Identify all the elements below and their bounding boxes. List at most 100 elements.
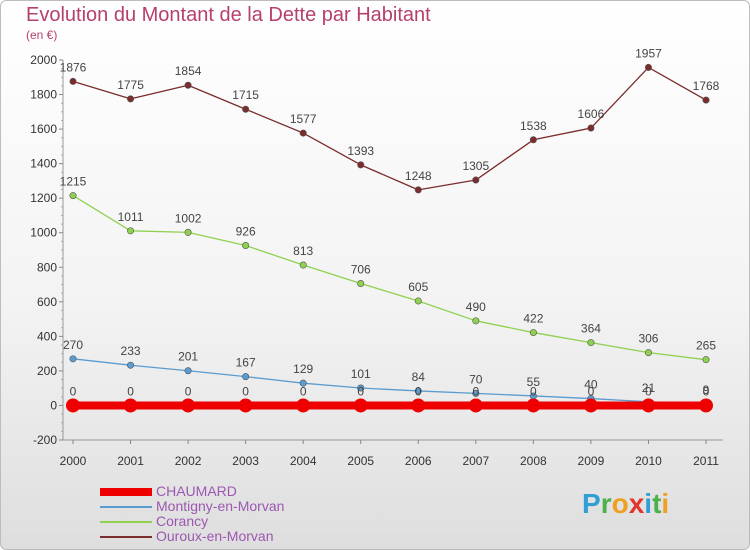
y-tick-label: 200 (37, 364, 57, 378)
data-label-3: 1577 (290, 112, 317, 126)
x-tick-label: 2003 (232, 454, 259, 468)
legend-swatch-chaumard (100, 488, 152, 496)
data-label-3: 1854 (175, 64, 202, 78)
legend-item-ouroux: Ouroux-en-Morvan (100, 528, 360, 544)
x-tick-label: 2009 (578, 454, 605, 468)
data-point-3 (299, 129, 307, 137)
data-label-2: 265 (696, 339, 716, 353)
data-label-0: 0 (588, 384, 595, 398)
data-label-1: 167 (236, 356, 256, 370)
data-label-1: 9 (703, 383, 710, 397)
y-tick-label: 600 (37, 295, 57, 309)
data-point-0 (181, 398, 196, 413)
data-point-1 (472, 389, 480, 397)
data-label-3: 1538 (520, 119, 547, 133)
data-point-0 (468, 398, 483, 413)
data-label-2: 706 (351, 263, 371, 277)
data-label-0: 0 (703, 384, 710, 398)
data-point-1 (299, 379, 307, 387)
data-label-3: 1248 (405, 169, 432, 183)
y-tick-label: 1200 (30, 191, 57, 205)
legend: CHAUMARD Montigny-en-Morvan Corancy Ouro… (100, 483, 360, 544)
logo-letter: o (611, 488, 629, 519)
data-point-0 (583, 398, 598, 413)
data-label-3: 1715 (232, 88, 259, 102)
data-label-3: 1393 (347, 144, 374, 158)
logo-letter: t (652, 488, 662, 519)
x-tick-label: 2007 (462, 454, 489, 468)
data-label-2: 490 (466, 300, 486, 314)
data-label-2: 1002 (175, 211, 202, 225)
legend-item-montigny: Montigny-en-Morvan (100, 498, 360, 514)
data-label-0: 0 (242, 384, 249, 398)
x-tick-label: 2006 (405, 454, 432, 468)
logo-letter: i (661, 488, 670, 519)
data-label-3: 1876 (60, 60, 87, 74)
x-tick-label: 2005 (347, 454, 374, 468)
data-label-1: 201 (178, 350, 198, 364)
data-point-1 (242, 373, 250, 381)
y-tick-label: 1000 (30, 226, 57, 240)
data-point-3 (702, 96, 710, 104)
data-label-2: 422 (523, 312, 543, 326)
logo-letter: i (644, 488, 653, 519)
y-tick-label: 1400 (30, 157, 57, 171)
data-label-2: 1215 (60, 175, 87, 189)
y-tick-label: 1800 (30, 88, 57, 102)
data-point-3 (472, 176, 480, 184)
y-tick-label: 1600 (30, 122, 57, 136)
data-point-2 (529, 329, 537, 337)
data-label-0: 0 (472, 384, 479, 398)
data-label-3: 1775 (117, 78, 144, 92)
data-label-2: 306 (638, 332, 658, 346)
data-label-2: 605 (408, 280, 428, 294)
data-point-2 (702, 356, 710, 364)
series-line-3 (72, 66, 707, 191)
data-label-0: 0 (645, 384, 652, 398)
data-label-1: 70 (469, 372, 483, 386)
data-point-3 (414, 186, 422, 194)
data-label-3: 1606 (578, 107, 605, 121)
data-point-1 (69, 355, 77, 363)
data-label-0: 0 (185, 384, 192, 398)
data-label-2: 926 (236, 225, 256, 239)
data-point-0 (123, 398, 138, 413)
data-point-0 (66, 398, 80, 413)
y-tick-label: -200 (33, 433, 57, 447)
data-label-1: 40 (584, 378, 598, 392)
data-point-2 (414, 297, 422, 305)
proxiti-logo[interactable]: Proxiti (582, 488, 669, 520)
data-point-2 (69, 192, 77, 200)
legend-swatch-corancy (100, 521, 152, 523)
data-point-3 (184, 81, 192, 89)
data-point-0 (699, 398, 713, 413)
x-tick-label: 2000 (60, 454, 87, 468)
data-point-0 (353, 398, 368, 413)
data-point-1 (357, 384, 365, 392)
data-label-1: 84 (412, 370, 426, 384)
data-label-3: 1305 (462, 159, 489, 173)
data-point-3 (357, 161, 365, 169)
data-point-0 (296, 398, 311, 413)
legend-label-corancy: Corancy (156, 513, 209, 529)
data-label-1: 55 (527, 375, 541, 389)
data-label-2: 1011 (118, 210, 144, 224)
data-point-1 (414, 387, 422, 395)
data-label-0: 0 (127, 384, 134, 398)
data-label-1: 233 (121, 344, 141, 358)
data-point-0 (238, 398, 253, 413)
x-tick-label: 2004 (290, 454, 317, 468)
chart-title: Evolution du Montant de la Dette par Hab… (26, 4, 431, 26)
y-tick-label: 0 (50, 398, 57, 412)
data-label-2: 813 (293, 244, 313, 258)
x-tick-label: 2001 (117, 454, 144, 468)
x-tick-label: 2010 (635, 454, 662, 468)
data-point-0 (641, 398, 656, 413)
x-tick-label: 2002 (175, 454, 202, 468)
data-point-1 (184, 367, 192, 375)
legend-label-montigny: Montigny-en-Morvan (156, 498, 285, 514)
data-point-3 (529, 136, 537, 144)
data-point-3 (69, 77, 77, 85)
logo-letter: r (600, 488, 612, 519)
